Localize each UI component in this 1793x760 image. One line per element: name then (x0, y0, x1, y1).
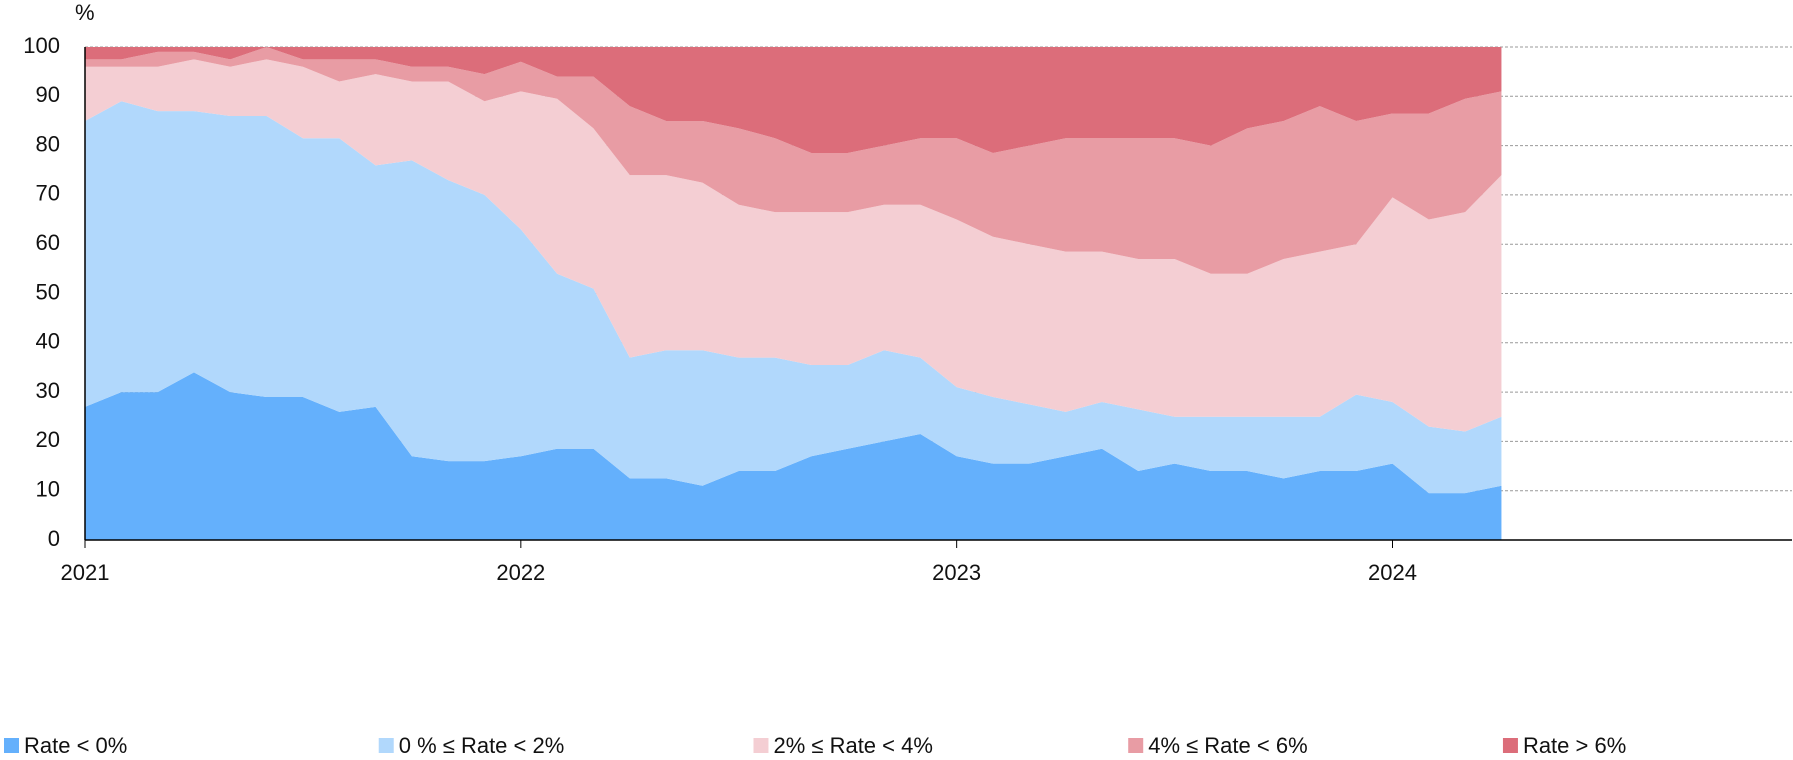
legend-swatch (753, 738, 769, 753)
y-tick-label: 90 (36, 82, 60, 107)
y-tick-label: 10 (36, 477, 60, 502)
y-tick-label: 30 (36, 378, 60, 403)
area (85, 47, 1502, 153)
legend-label: 0 % ≤ Rate < 2% (399, 733, 565, 758)
legend-swatch (378, 738, 394, 753)
y-tick-label: 60 (36, 230, 60, 255)
area (85, 47, 1502, 274)
y-tick-label: 70 (36, 181, 60, 206)
x-tick-label: 2021 (61, 560, 110, 585)
area (85, 372, 1502, 540)
y-tick-label: 80 (36, 131, 60, 156)
legend-swatch (4, 738, 19, 753)
x-tick-label: 2023 (932, 560, 981, 585)
legend-swatch (1128, 738, 1144, 753)
y-tick-label: 0 (48, 526, 60, 551)
area (85, 101, 1502, 494)
legend-label: 4% ≤ Rate < 6% (1148, 733, 1307, 758)
y-axis-label: % (75, 0, 95, 25)
y-tick-label: 100 (23, 33, 60, 58)
x-tick-label: 2024 (1368, 560, 1417, 585)
y-tick-label: 40 (36, 329, 60, 354)
legend-label: 2% ≤ Rate < 4% (773, 733, 932, 758)
legend-label: Rate > 6% (1523, 733, 1626, 758)
y-tick-label: 50 (36, 279, 60, 304)
legend-swatch (1502, 738, 1518, 753)
y-tick-label: 20 (36, 427, 60, 452)
x-tick-label: 2022 (496, 560, 545, 585)
area (85, 59, 1502, 432)
legend-label: Rate < 0% (24, 733, 127, 758)
